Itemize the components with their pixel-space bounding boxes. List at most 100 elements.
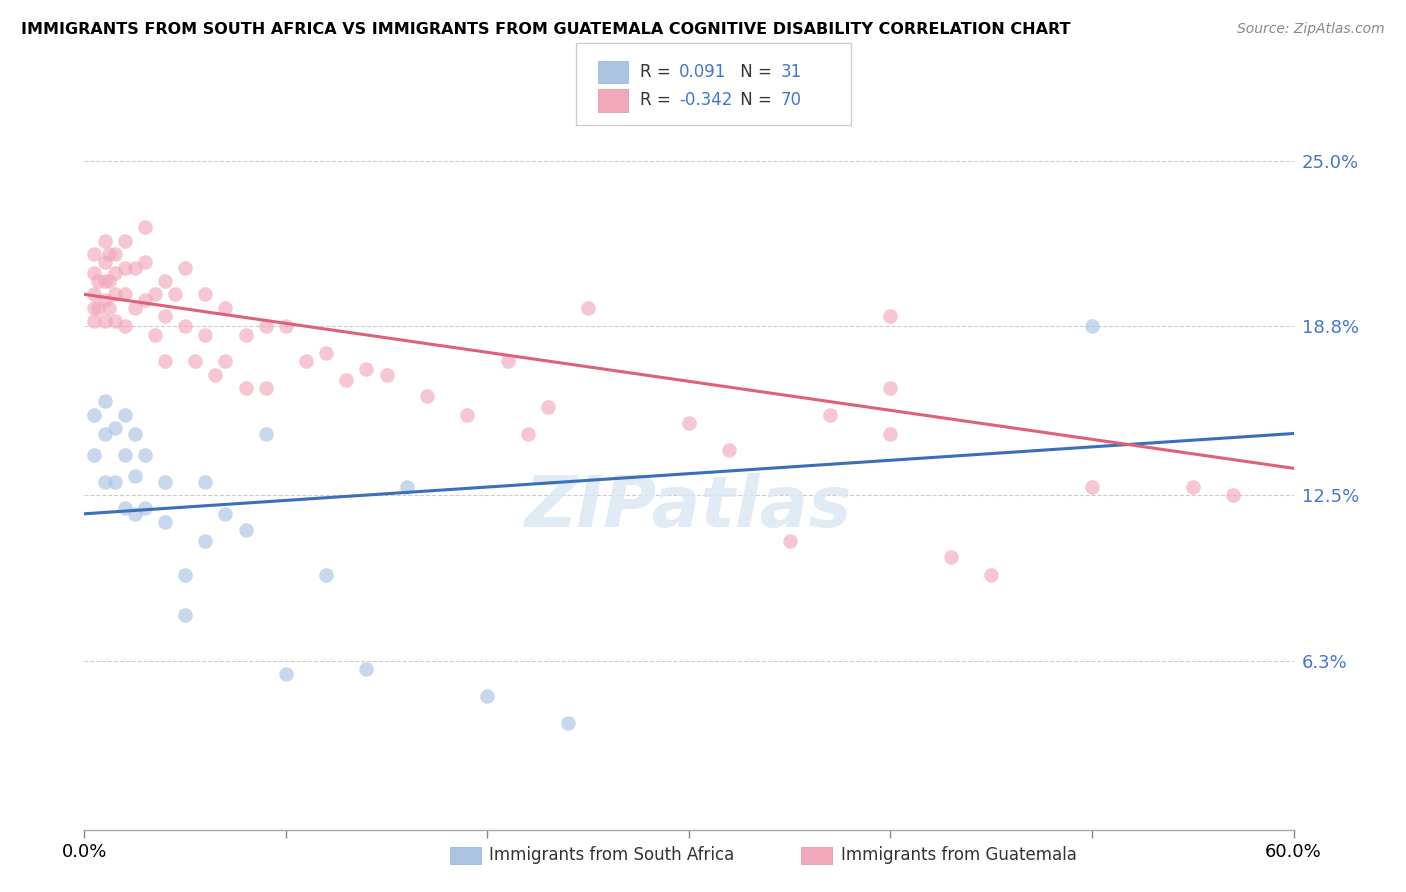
Point	[114, 319, 136, 334]
Text: N =: N =	[735, 62, 783, 81]
Point	[174, 608, 197, 623]
Point	[194, 287, 217, 301]
Point	[1081, 319, 1104, 334]
Point	[818, 408, 841, 422]
Point	[496, 354, 519, 368]
Text: R =: R =	[640, 91, 676, 110]
Point	[104, 421, 127, 435]
Text: R =: R =	[640, 62, 681, 81]
Point	[174, 568, 197, 582]
Point	[83, 287, 105, 301]
Point	[194, 475, 217, 489]
Text: 70: 70	[780, 91, 801, 110]
Point	[335, 373, 357, 387]
Point	[939, 549, 962, 564]
Point	[204, 368, 226, 382]
Point	[93, 293, 115, 307]
Point	[879, 426, 901, 441]
Point	[134, 220, 156, 235]
Point	[174, 260, 197, 275]
Point	[153, 354, 176, 368]
Text: IMMIGRANTS FROM SOUTH AFRICA VS IMMIGRANTS FROM GUATEMALA COGNITIVE DISABILITY C: IMMIGRANTS FROM SOUTH AFRICA VS IMMIGRAN…	[21, 22, 1070, 37]
Point	[134, 255, 156, 269]
Point	[114, 287, 136, 301]
Point	[516, 426, 538, 441]
Point	[184, 354, 207, 368]
Point	[83, 247, 105, 261]
Point	[124, 507, 146, 521]
Text: 0.091: 0.091	[679, 62, 727, 81]
Point	[114, 408, 136, 422]
Point	[678, 416, 700, 430]
Point	[165, 287, 187, 301]
Point	[980, 568, 1002, 582]
Point	[1181, 480, 1204, 494]
Point	[93, 234, 115, 248]
Point	[235, 381, 257, 395]
Point	[879, 309, 901, 323]
Point	[153, 309, 176, 323]
Point	[124, 260, 146, 275]
Point	[879, 381, 901, 395]
Point	[153, 515, 176, 529]
Point	[104, 266, 127, 280]
Point	[124, 426, 146, 441]
Point	[254, 381, 277, 395]
Point	[104, 475, 127, 489]
Point	[375, 368, 398, 382]
Point	[235, 327, 257, 342]
Point	[104, 287, 127, 301]
Text: -0.342: -0.342	[679, 91, 733, 110]
Text: 31: 31	[780, 62, 801, 81]
Point	[194, 327, 217, 342]
Point	[718, 442, 741, 457]
Point	[114, 260, 136, 275]
Point	[194, 533, 217, 548]
Text: N =: N =	[735, 91, 783, 110]
Point	[456, 408, 478, 422]
Point	[235, 523, 257, 537]
Point	[477, 689, 499, 703]
Point	[124, 301, 146, 315]
Point	[1081, 480, 1104, 494]
Point	[93, 475, 115, 489]
Point	[134, 501, 156, 516]
Point	[214, 507, 236, 521]
Point	[114, 501, 136, 516]
Point	[93, 255, 115, 269]
Y-axis label: Cognitive Disability: Cognitive Disability	[0, 381, 7, 529]
Point	[124, 469, 146, 483]
Point	[274, 319, 297, 334]
Point	[97, 301, 120, 315]
Point	[315, 346, 337, 360]
Point	[93, 394, 115, 409]
Point	[295, 354, 318, 368]
Point	[254, 319, 277, 334]
Point	[214, 301, 236, 315]
Point	[143, 287, 166, 301]
Point	[114, 234, 136, 248]
Text: ZIPatlas: ZIPatlas	[526, 473, 852, 541]
Point	[395, 480, 418, 494]
Text: Immigrants from Guatemala: Immigrants from Guatemala	[841, 847, 1077, 864]
Point	[134, 293, 156, 307]
Point	[93, 314, 115, 328]
Point	[97, 247, 120, 261]
Point	[134, 448, 156, 462]
Point	[104, 314, 127, 328]
Point	[83, 301, 105, 315]
Point	[274, 667, 297, 681]
Point	[416, 389, 439, 403]
Point	[87, 274, 110, 288]
Point	[153, 274, 176, 288]
Text: Immigrants from South Africa: Immigrants from South Africa	[489, 847, 734, 864]
Point	[83, 448, 105, 462]
Point	[174, 319, 197, 334]
Text: Source: ZipAtlas.com: Source: ZipAtlas.com	[1237, 22, 1385, 37]
Point	[93, 274, 115, 288]
Point	[537, 400, 560, 414]
Point	[83, 408, 105, 422]
Point	[93, 426, 115, 441]
Point	[87, 301, 110, 315]
Point	[83, 314, 105, 328]
